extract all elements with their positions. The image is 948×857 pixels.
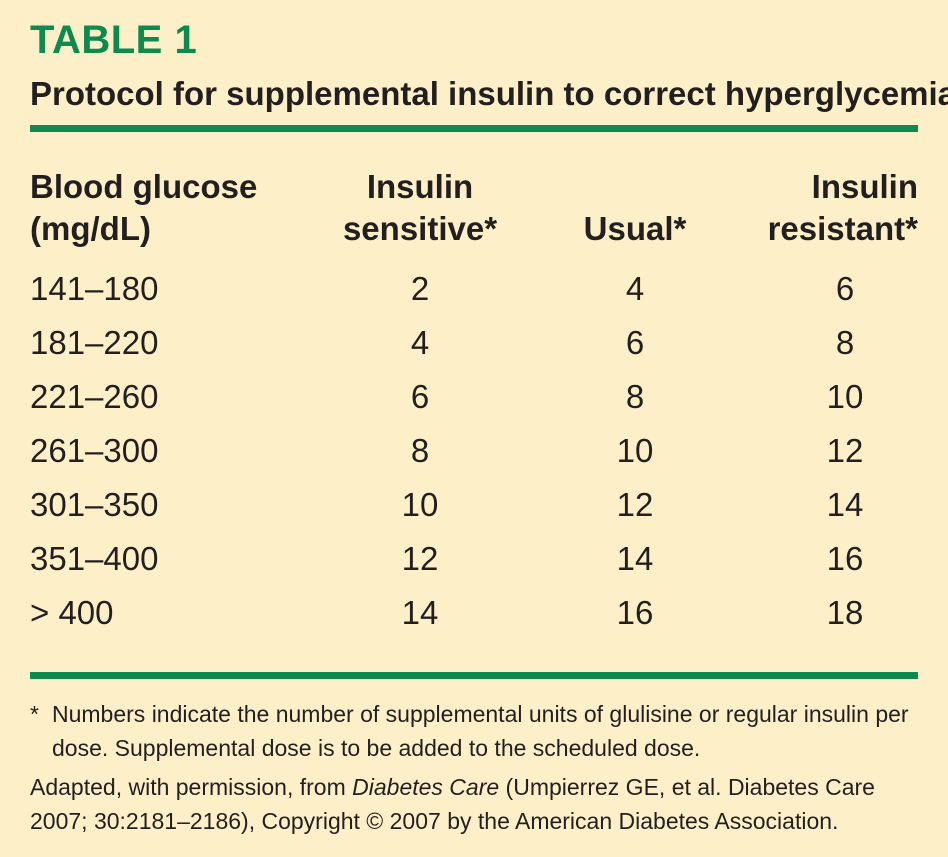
source-credit: Adapted, with permission, from Diabetes … bbox=[30, 770, 920, 838]
footnote-marker: * bbox=[30, 701, 39, 727]
cell-glucose-range: 351–400 bbox=[30, 540, 159, 577]
header-blood-glucose-line1: Blood glucose bbox=[30, 168, 258, 205]
footnote-text: Numbers indicate the number of supplemen… bbox=[52, 701, 909, 761]
cell-usual: 10 bbox=[616, 432, 654, 469]
cell-glucose-range: 261–300 bbox=[30, 432, 159, 469]
cell-insulin-sensitive: 4 bbox=[410, 324, 430, 361]
cell-insulin-resistant: 12 bbox=[826, 432, 864, 469]
cell-insulin-resistant: 10 bbox=[826, 378, 864, 415]
table-row: 301–350 10 12 14 bbox=[30, 478, 918, 532]
header-insulin-sensitive: Insulin sensitive* bbox=[300, 166, 540, 250]
header-insulin-resistant-line1: Insulin bbox=[811, 168, 918, 205]
table-title: Protocol for supplemental insulin to cor… bbox=[30, 75, 948, 112]
table-row: 261–300 8 10 12 bbox=[30, 424, 918, 478]
cell-insulin-sensitive: 2 bbox=[410, 270, 430, 307]
cell-insulin-resistant: 18 bbox=[826, 594, 864, 631]
header-blood-glucose-line2: (mg/dL) bbox=[30, 210, 151, 247]
header-insulin-sensitive-line1: Insulin bbox=[366, 168, 474, 205]
cell-glucose-range: 181–220 bbox=[30, 324, 159, 361]
credit-suffix: (Umpierrez GE, et al. Diabetes Care 2007… bbox=[30, 774, 875, 834]
table-row: 181–220 4 6 8 bbox=[30, 316, 918, 370]
table-body: 141–180 2 4 6 181–220 4 6 8 221–260 6 8 … bbox=[30, 262, 918, 640]
cell-glucose-range: 141–180 bbox=[30, 270, 159, 307]
cell-insulin-resistant: 14 bbox=[826, 486, 864, 523]
header-insulin-resistant: Insulin resistant* bbox=[768, 166, 918, 250]
table-header: Blood glucose (mg/dL) Insulin sensitive*… bbox=[30, 168, 918, 250]
header-insulin-sensitive-line2: sensitive* bbox=[342, 210, 498, 247]
footnote: * Numbers indicate the number of supplem… bbox=[30, 697, 910, 765]
cell-insulin-resistant: 6 bbox=[835, 270, 855, 307]
cell-glucose-range: > 400 bbox=[30, 594, 114, 631]
cell-insulin-sensitive: 10 bbox=[401, 486, 439, 523]
table-row: 141–180 2 4 6 bbox=[30, 262, 918, 316]
cell-insulin-sensitive: 14 bbox=[401, 594, 439, 631]
cell-insulin-sensitive: 12 bbox=[401, 540, 439, 577]
credit-prefix: Adapted, with permission, from bbox=[30, 774, 353, 800]
cell-usual: 12 bbox=[616, 486, 654, 523]
header-insulin-resistant-line2: resistant* bbox=[767, 210, 918, 247]
cell-usual: 16 bbox=[616, 594, 654, 631]
table-row: 221–260 6 8 10 bbox=[30, 370, 918, 424]
table-row: 351–400 12 14 16 bbox=[30, 532, 918, 586]
cell-insulin-sensitive: 6 bbox=[410, 378, 430, 415]
header-usual: Usual* bbox=[540, 208, 730, 250]
cell-glucose-range: 301–350 bbox=[30, 486, 159, 523]
cell-insulin-sensitive: 8 bbox=[410, 432, 430, 469]
cell-usual: 14 bbox=[616, 540, 654, 577]
header-usual-label: Usual* bbox=[583, 210, 687, 247]
cell-insulin-resistant: 16 bbox=[826, 540, 864, 577]
table-row: > 400 14 16 18 bbox=[30, 586, 918, 640]
table-label: TABLE 1 bbox=[30, 18, 198, 62]
cell-usual: 8 bbox=[625, 378, 645, 415]
cell-glucose-range: 221–260 bbox=[30, 378, 159, 415]
bottom-divider bbox=[30, 672, 918, 679]
top-divider bbox=[30, 125, 918, 132]
cell-insulin-resistant: 8 bbox=[835, 324, 855, 361]
credit-journal: Diabetes Care bbox=[352, 774, 500, 800]
cell-usual: 6 bbox=[625, 324, 645, 361]
cell-usual: 4 bbox=[625, 270, 645, 307]
header-blood-glucose: Blood glucose (mg/dL) bbox=[30, 166, 257, 250]
